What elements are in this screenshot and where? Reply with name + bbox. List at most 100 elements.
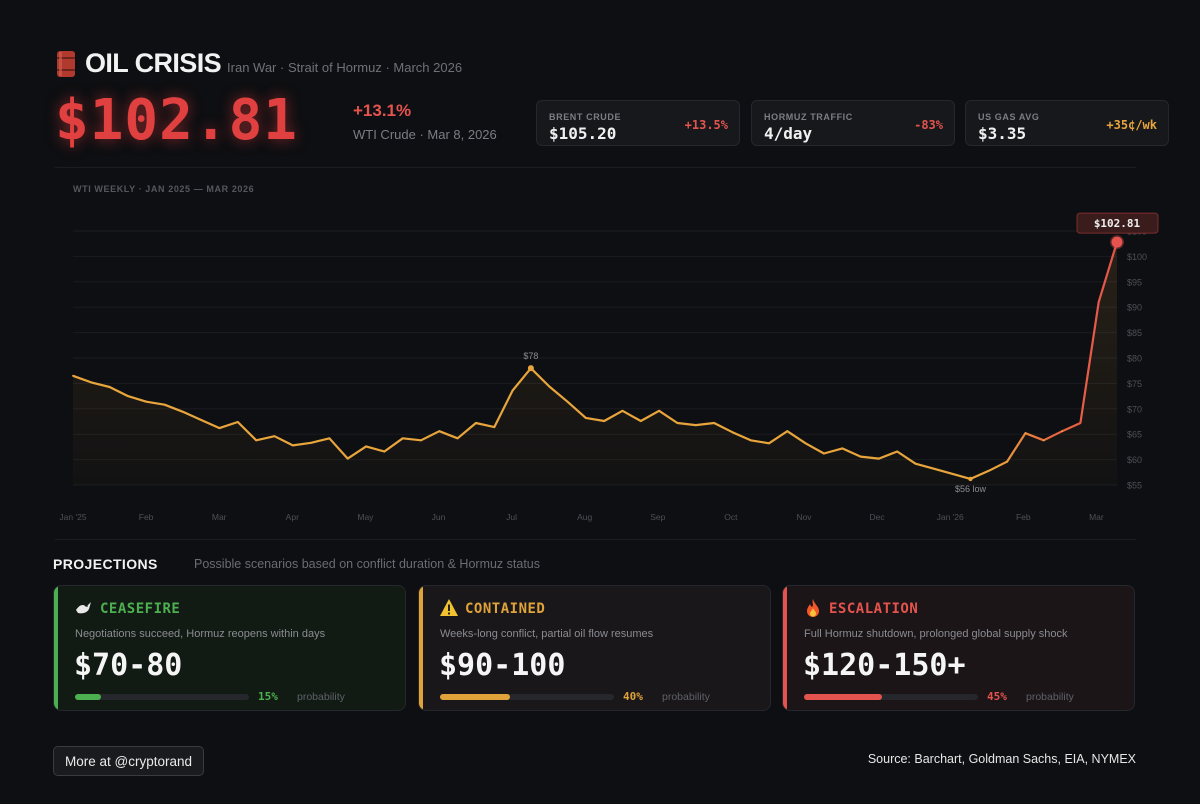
y-tick-label: $90	[1127, 303, 1142, 313]
x-tick-label: Dec	[870, 512, 886, 522]
data-point	[346, 457, 349, 460]
probability-value: 40%	[623, 690, 643, 703]
x-tick-label: Jan '25	[59, 512, 86, 522]
data-point	[529, 367, 532, 370]
scenario-range: $120-150+	[803, 648, 966, 683]
probability-track	[75, 694, 249, 700]
data-point	[987, 469, 990, 472]
x-tick-label: Feb	[139, 512, 154, 522]
scenario-description: Weeks-long conflict, partial oil flow re…	[440, 628, 654, 640]
data-point	[365, 445, 367, 448]
scenario-card-contained: CONTAINED Weeks-long conflict, partial o…	[418, 585, 771, 711]
low-marker	[968, 476, 973, 482]
data-point	[859, 455, 862, 458]
probability-label: probability	[1026, 691, 1074, 703]
price-label: WTI Crude · Mar 8, 2026	[353, 127, 497, 142]
data-point	[1116, 241, 1118, 244]
data-point	[108, 386, 111, 388]
data-point	[566, 400, 569, 403]
data-point	[383, 450, 386, 453]
x-tick-label: Nov	[796, 512, 812, 522]
scenario-range: $90-100	[439, 648, 566, 683]
data-point	[273, 435, 276, 438]
oil-barrel-icon	[57, 51, 75, 77]
stat-value: 4/day	[764, 124, 813, 143]
more-link-button[interactable]: More at @cryptorand	[53, 746, 205, 776]
divider	[55, 167, 1136, 168]
peak-marker	[527, 365, 534, 372]
probability-fill	[804, 694, 883, 700]
data-point	[877, 457, 880, 460]
y-tick-label: $105	[1127, 227, 1147, 237]
x-tick-label: Feb	[1016, 512, 1031, 522]
data-point	[127, 395, 129, 397]
wti-line-chart: $55 $60 $65 $70 $75 $80 $85 $90 $95 $100 $105 Jan '…	[59, 212, 1159, 522]
stat-delta: +35¢/wk	[1106, 118, 1157, 132]
page-title: OIL CRISIS	[85, 48, 222, 78]
accent-bar	[783, 586, 787, 710]
data-point	[1079, 422, 1082, 424]
data-point	[438, 430, 441, 433]
scenario-card-escalation: ESCALATION Full Hormuz shutdown, prolong…	[782, 585, 1135, 711]
latest-price-label: $102.81	[1094, 217, 1141, 230]
low-annotation: $56 low	[955, 484, 987, 494]
data-point	[236, 421, 239, 423]
data-point	[749, 439, 752, 442]
data-point	[1061, 430, 1063, 433]
divider	[55, 539, 1136, 540]
source-text: Source: Barchart, Goldman Sachs, EIA, NY…	[867, 752, 1136, 766]
data-point	[786, 430, 789, 433]
latest-marker-glow	[1110, 235, 1124, 250]
data-point	[493, 426, 496, 428]
header: OIL CRISIS Iran War · Strait of Hormuz ·…	[55, 48, 462, 79]
probability-fill	[440, 694, 510, 700]
data-point	[658, 409, 661, 412]
data-point	[896, 450, 899, 453]
data-point	[291, 444, 294, 447]
scenario-card-ceasefire: CEASEFIRE Negotiations succeed, Hormuz r…	[53, 585, 406, 711]
dove-icon	[76, 602, 91, 614]
projections-title: PROJECTIONS	[53, 556, 158, 572]
data-point	[255, 439, 258, 442]
probability-label: probability	[662, 691, 710, 703]
peak-annotation: $78	[523, 351, 538, 361]
accent-bar	[54, 586, 58, 710]
data-point	[804, 442, 807, 445]
probability-label: probability	[297, 691, 345, 703]
data-point	[932, 467, 935, 470]
data-point	[181, 410, 184, 413]
data-point	[511, 389, 514, 392]
chart-title: WTI WEEKLY · JAN 2025 — MAR 2026	[73, 184, 255, 194]
data-point	[1024, 432, 1027, 435]
scenario-description: Full Hormuz shutdown, prolonged global s…	[804, 628, 1068, 640]
latest-price-tooltip	[1076, 212, 1159, 234]
data-point	[694, 424, 697, 426]
data-point	[328, 437, 331, 440]
data-point	[768, 442, 770, 445]
stat-delta: -83%	[914, 118, 943, 132]
x-tick-label: Apr	[286, 512, 299, 522]
x-tick-label: May	[357, 512, 374, 522]
data-point	[823, 452, 825, 455]
fire-icon	[807, 599, 819, 617]
data-point	[713, 422, 715, 424]
data-point	[914, 462, 917, 465]
x-tick-label: Mar	[1089, 512, 1104, 522]
y-tick-label: $95	[1127, 277, 1142, 287]
stat-card-gas: US GAS AVG $3.35 +35¢/wk	[965, 100, 1169, 146]
data-point	[420, 439, 422, 442]
data-point	[90, 381, 93, 384]
stat-card-hormuz: HORMUZ TRAFFIC 4/day -83%	[751, 100, 955, 146]
probability-value: 15%	[258, 690, 278, 703]
data-point	[145, 400, 148, 403]
probability-track	[440, 694, 614, 700]
data-point	[163, 403, 166, 406]
area-fill	[73, 242, 1117, 485]
stat-label: US GAS AVG	[978, 112, 1040, 122]
y-tick-label: $65	[1127, 430, 1142, 440]
accent-bar	[419, 586, 423, 710]
data-point	[456, 437, 459, 440]
y-tick-label: $55	[1127, 481, 1142, 491]
data-point	[310, 441, 313, 444]
probability-track	[804, 694, 978, 700]
